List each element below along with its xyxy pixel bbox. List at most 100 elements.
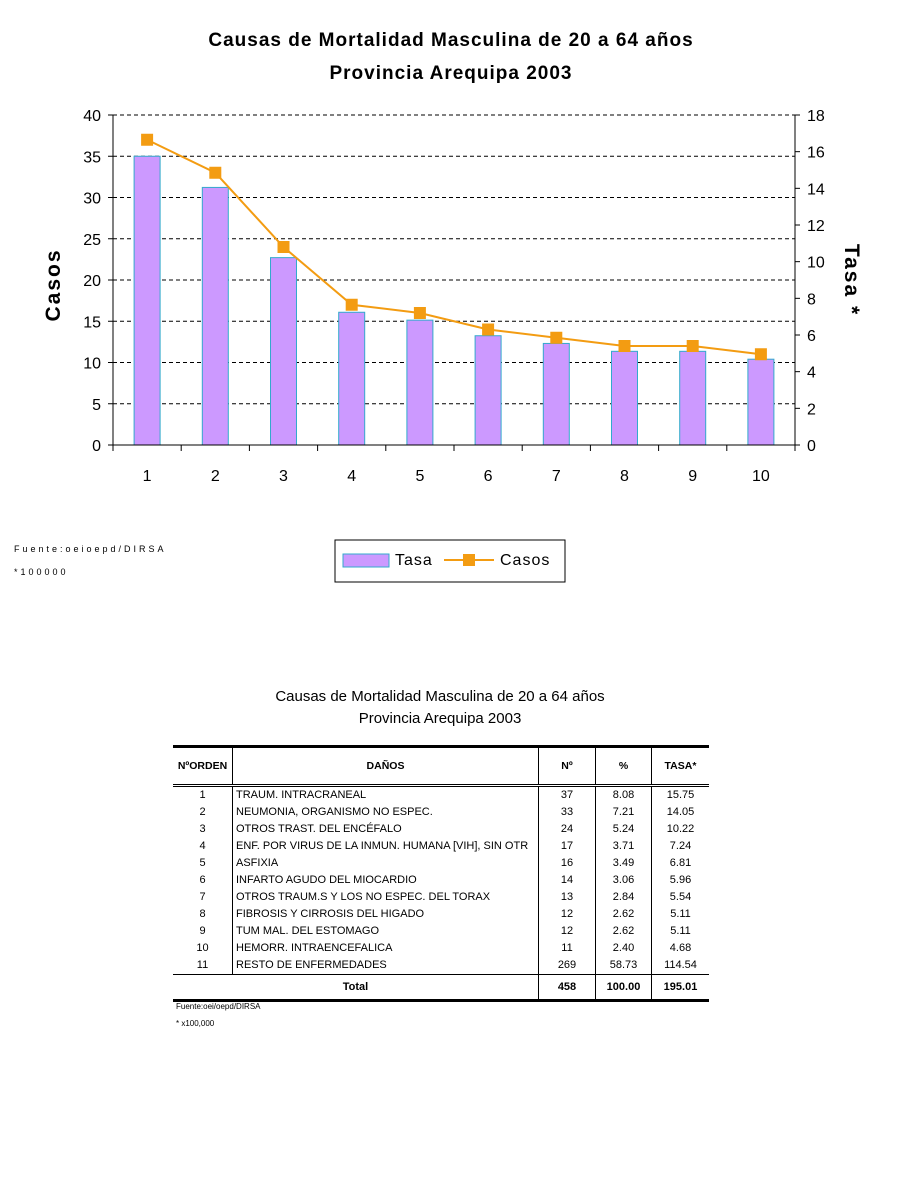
combo-chart: Causas de Mortalidad Masculina de 20 a 6… [42,30,863,583]
total-tasa: 195.01 [651,974,709,1002]
cell-dano: OTROS TRAST. DEL ENCÉFALO [232,821,539,838]
table-row: 1 TRAUM. INTRACRANEAL 37 8.08 15.75 [173,785,709,804]
cell-orden: 1 [199,789,206,801]
marker-casos [754,348,767,361]
cell-tasa: 10.22 [651,821,709,838]
marker-casos [345,298,358,311]
y-left-tick-label: 10 [83,356,101,373]
x-tick-label: 6 [484,468,493,485]
legend: Tasa Casos [334,539,566,583]
y-right-tick-label: 4 [807,365,816,382]
y-right-tick-label: 16 [807,145,825,162]
cell-n: 13 [538,889,596,906]
x-tick-label: 4 [347,468,356,485]
chart-subtitle: Provincia Arequipa 2003 [329,63,572,84]
marker-casos [413,307,426,319]
table-source-note: Fuente:oei/oepd/DIRSA [176,1002,261,1011]
table-row: 9 TUM MAL. DEL ESTOMAGO 12 2.62 5.11 [173,923,709,940]
table-title: Causas de Mortalidad Masculina de 20 a 6… [275,688,605,705]
table-title-block: Causas de Mortalidad Masculina de 20 a 6… [170,686,710,730]
col-header-n: Nº [538,745,596,787]
cell-dano: TUM MAL. DEL ESTOMAGO [232,923,539,940]
cell-dano: INFARTO AGUDO DEL MIOCARDIO [232,872,539,889]
table-row: 4 ENF. POR VIRUS DE LA INMUN. HUMANA [VIH… [173,838,709,855]
x-tick-label: 7 [552,468,561,485]
marker-casos [277,241,290,253]
cell-orden: 3 [199,823,206,835]
total-label: Total [173,974,539,1002]
bar-tasa [474,335,502,446]
cell-n: 12 [538,906,596,923]
cell-pct: 3.49 [595,855,652,872]
cell-dano: ENF. POR VIRUS DE LA INMUN. HUMANA [VIH]… [232,838,539,855]
cell-dano: FIBROSIS Y CIRROSIS DEL HIGADO [232,906,539,923]
cell-orden: 2 [199,806,206,818]
cell-n: 269 [538,957,596,975]
chart-source-note: Fuente:oeioepd/DIRSA [14,544,167,554]
marker-casos [550,331,563,344]
legend-label-tasa: Tasa [395,552,433,569]
total-n: 458 [538,974,596,1002]
cell-n: 17 [538,838,596,855]
y-right-tick-label: 18 [807,108,825,125]
y-right-tick-label: 14 [807,181,825,198]
cell-n: 12 [538,923,596,940]
total-row: Total 458 100.00 195.01 [173,974,709,1002]
table-row: 5 ASFIXIA 16 3.49 6.81 [173,855,709,872]
cell-pct: 3.71 [595,838,652,855]
table-row: 7 OTROS TRAUM.S Y LOS NO ESPEC. DEL TORAX… [173,889,709,906]
table-row: 11 RESTO DE ENFERMEDADES 269 58.73 114.54 [173,957,709,975]
y-left-tick-label: 40 [83,108,101,125]
legend-label-casos: Casos [500,552,550,569]
bar-tasa [542,342,570,446]
y-right-tick-label: 12 [807,218,825,235]
y-left-tick-label: 30 [83,191,101,208]
cell-orden: 8 [199,908,206,920]
cell-n: 24 [538,821,596,838]
x-tick-label: 5 [415,468,424,485]
bar-tasa [611,350,638,446]
col-header-pct: % [595,745,652,787]
cell-orden: 10 [196,942,209,954]
marker-casos [482,323,495,336]
table-row: 2 NEUMONIA, ORGANISMO NO ESPEC. 33 7.21 14.0… [173,804,709,821]
cell-tasa: 5.96 [651,872,709,889]
bar-tasa [201,186,229,446]
table-row: 10 HEMORR. INTRAENCEFALICA 11 2.40 4.68 [173,940,709,957]
y-right-tick-label: 6 [807,328,816,345]
marker-casos [141,133,154,146]
cell-orden: 7 [199,891,206,903]
cell-dano: OTROS TRAUM.S Y LOS NO ESPEC. DEL TORAX [232,889,539,906]
marker-casos [618,340,631,352]
y-left-tick-label: 15 [83,314,101,331]
y-right-tick-label: 2 [807,401,816,418]
cell-n: 14 [538,872,596,889]
cell-n: 37 [538,785,596,804]
cell-tasa: 7.24 [651,838,709,855]
cell-tasa: 6.81 [651,855,709,872]
marker-casos [686,340,699,352]
table-row: 6 INFARTO AGUDO DEL MIOCARDIO 14 3.06 5.96 [173,872,709,889]
y-right-tick-label: 0 [807,438,816,455]
col-header-tasa: TASA* [651,745,709,787]
table-subtitle: Provincia Arequipa 2003 [358,710,522,727]
cell-orden: 9 [199,925,206,937]
cell-tasa: 5.11 [651,923,709,940]
line-casos [146,138,762,356]
bar-tasa [133,155,161,446]
y-left-tick-label: 20 [83,273,101,290]
cell-dano: RESTO DE ENFERMEDADES [232,957,539,975]
x-tick-label: 3 [279,468,288,485]
bar-tasa [679,350,707,446]
table-footnote: * x100,000 [176,1019,215,1028]
cell-n: 16 [538,855,596,872]
cell-dano: ASFIXIA [232,855,539,872]
table-row: 3 OTROS TRAST. DEL ENCÉFALO 24 5.24 10.22 [173,821,709,838]
cell-pct: 2.40 [595,940,652,957]
bar-tasa [338,311,366,446]
x-tick-label: 9 [688,468,697,485]
cell-tasa: 4.68 [651,940,709,957]
cell-orden: 5 [199,857,206,869]
table-row: 8 FIBROSIS Y CIRROSIS DEL HIGADO 12 2.62 5.1… [173,906,709,923]
bar-tasa [406,319,434,446]
